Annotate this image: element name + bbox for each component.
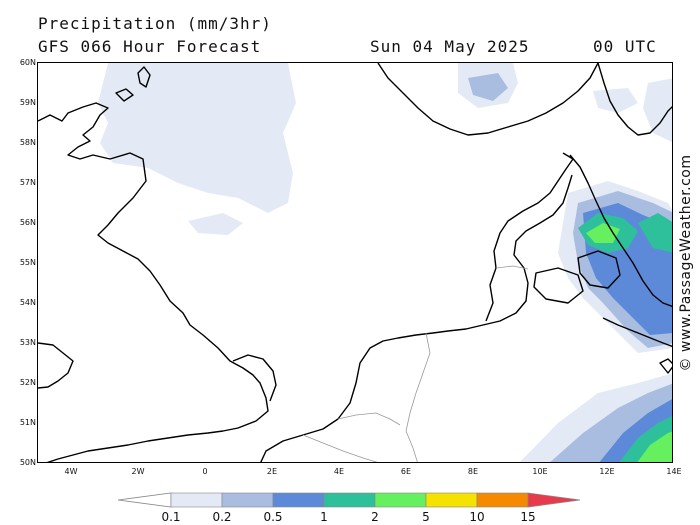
- border-belgium-france: [302, 434, 378, 462]
- forecast-time-label: 00 UTC: [593, 37, 657, 56]
- lon-label-10e: 10E: [532, 467, 548, 476]
- lat-label-50n: 50N: [19, 458, 36, 467]
- coastline-bornholm: [659, 358, 672, 374]
- lat-label-59n: 59N: [19, 98, 36, 107]
- forecast-date-label: Sun 04 May 2025: [370, 37, 530, 56]
- lat-label-55n: 55N: [19, 258, 36, 267]
- coastline-wales: [38, 342, 74, 389]
- lat-label-51n: 51N: [19, 418, 36, 427]
- legend-label-2: 2: [371, 510, 379, 524]
- border-netherlands-germany: [405, 332, 431, 432]
- legend-swatch-below-0.1: [118, 492, 172, 508]
- legend-label-1: 1: [320, 510, 328, 524]
- map-title: Precipitation (mm/3hr): [38, 14, 272, 33]
- legend-swatch-5-10: [425, 492, 478, 508]
- border-belgium-netherlands: [337, 412, 401, 426]
- coastline-orkney: [115, 88, 134, 102]
- lon-label-4e: 4E: [333, 467, 345, 476]
- lat-label-58n: 58N: [19, 138, 36, 147]
- watermark: © www.PassageWeather.com: [674, 62, 698, 463]
- coastline-denmark-west: [485, 152, 574, 322]
- coastline-zealand: [577, 250, 621, 289]
- lon-label-2w: 2W: [131, 467, 145, 476]
- coastline-baltic-south: [602, 317, 672, 348]
- legend-swatch-above-15: [527, 492, 581, 508]
- precip-area-north-sea-small: [188, 213, 243, 235]
- coastline-continent: [260, 174, 573, 462]
- precipitation-map: [37, 62, 673, 463]
- precip-layer-very-heavy: [586, 223, 672, 462]
- coastline-shetland: [137, 66, 151, 88]
- lat-label-56n: 56N: [19, 218, 36, 227]
- precip-area-baltic-heavy: [638, 213, 672, 253]
- lat-label-60n: 60N: [19, 58, 36, 67]
- legend-label-0.2: 0.2: [212, 510, 232, 524]
- lon-label-6e: 6E: [400, 467, 412, 476]
- coastline-denmark-islands: [533, 267, 584, 304]
- legend-swatch-0.5-1: [272, 492, 325, 508]
- map-canvas: [38, 63, 672, 462]
- border-germany-luxembourg: [405, 430, 418, 462]
- legend-label-15: 15: [520, 510, 536, 524]
- coastline-sweden-west: [569, 154, 672, 308]
- coastlines: [38, 63, 672, 462]
- precip-area-sweden-peak: [586, 223, 620, 243]
- legend-swatch-1-2: [323, 492, 376, 508]
- legend-colorbar: [118, 492, 581, 508]
- lat-label-53n: 53N: [19, 338, 36, 347]
- legend-swatch-2-5: [374, 492, 427, 508]
- lon-label-12e: 12E: [599, 467, 615, 476]
- coastline-great-britain: [38, 102, 269, 462]
- legend-label-0.1: 0.1: [161, 510, 181, 524]
- coastline-norway-south: [377, 63, 599, 136]
- color-legend: 0.1 0.2 0.5 1 2 5 10 15: [118, 490, 584, 525]
- lon-label-0: 0: [202, 467, 208, 476]
- legend-swatch-10-15: [476, 492, 529, 508]
- lat-label-54n: 54N: [19, 298, 36, 307]
- precip-area-skagerrak-core: [468, 73, 508, 101]
- precip-area-north-atlantic: [98, 63, 296, 213]
- lat-label-57n: 57N: [19, 178, 36, 187]
- coastline-norway-fjords: [597, 63, 672, 136]
- national-borders: [302, 265, 529, 462]
- watermark-text: © www.PassageWeather.com: [678, 153, 694, 372]
- lon-label-4w: 4W: [64, 467, 78, 476]
- lon-label-2e: 2E: [266, 467, 278, 476]
- forecast-model-label: GFS 066 Hour Forecast: [38, 37, 262, 56]
- lon-label-8e: 8E: [467, 467, 479, 476]
- precip-area-east-edge: [643, 78, 672, 143]
- legend-label-10: 10: [469, 510, 485, 524]
- lat-label-52n: 52N: [19, 378, 36, 387]
- precip-area-norway-coast: [593, 88, 638, 113]
- lon-label-14e: 14E: [666, 467, 682, 476]
- coastline-east-anglia: [232, 354, 277, 402]
- legend-swatch-0.1-0.2: [170, 492, 223, 508]
- legend-label-0.5: 0.5: [263, 510, 283, 524]
- legend-swatch-0.2-0.5: [221, 492, 274, 508]
- precip-area-southeast-peak: [637, 431, 672, 462]
- legend-label-5: 5: [422, 510, 430, 524]
- border-germany-denmark: [495, 265, 529, 270]
